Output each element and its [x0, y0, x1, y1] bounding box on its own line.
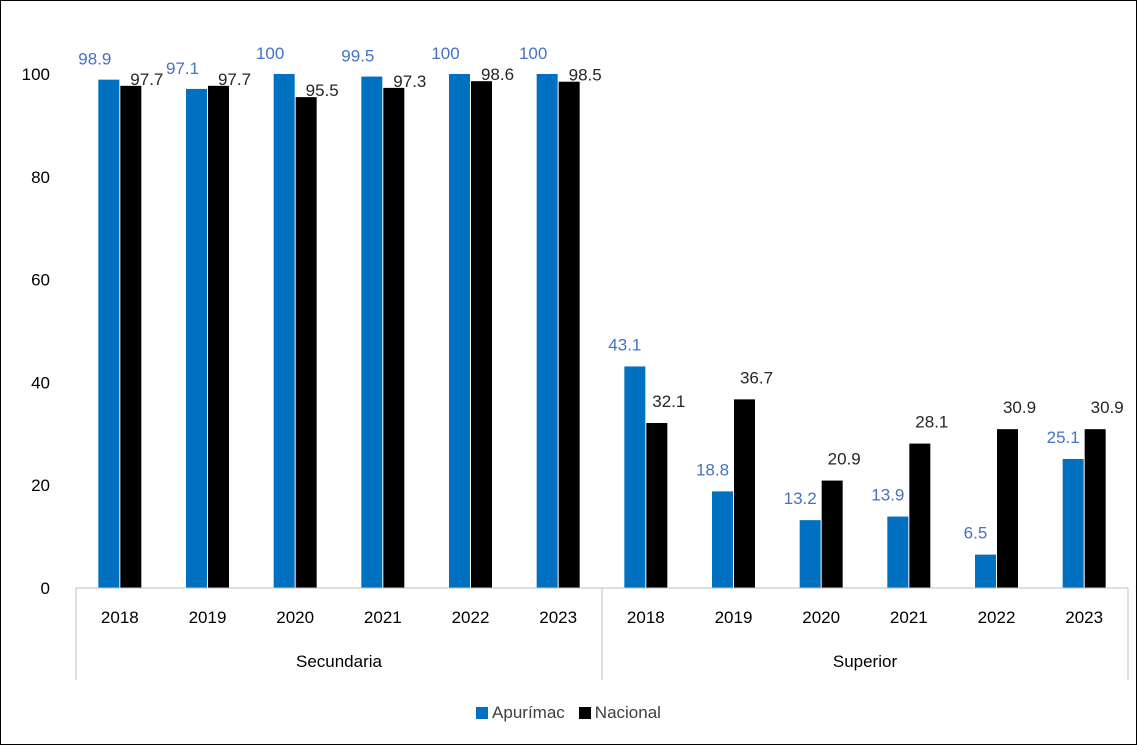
bar-nacional [558, 81, 580, 589]
bar-apurimac [712, 491, 733, 588]
legend: Apurímac Nacional [0, 703, 1137, 723]
x-tick-label: 2022 [978, 608, 1016, 627]
data-label-nacional: 97.7 [218, 70, 251, 89]
data-label-apurimac: 100 [431, 44, 459, 63]
data-label-nacional: 32.1 [652, 392, 685, 411]
bar-nacional [120, 85, 142, 589]
bar-nacional [383, 87, 405, 589]
x-tick-label: 2019 [715, 608, 753, 627]
x-tick-label: 2020 [802, 608, 840, 627]
bar-nacional [909, 443, 931, 588]
x-tick-label: 2019 [189, 608, 227, 627]
legend-swatch-nacional [578, 707, 591, 719]
bar-apurimac [361, 76, 383, 588]
bar-apurimac [536, 74, 558, 588]
x-tick-label: 2023 [1065, 608, 1103, 627]
bar-nacional [997, 429, 1018, 588]
bar-apurimac [799, 520, 821, 588]
data-label-nacional: 97.3 [393, 72, 426, 91]
data-label-apurimac: 6.5 [964, 524, 988, 543]
bar-apurimac [98, 79, 120, 589]
data-label-apurimac: 43.1 [608, 335, 641, 354]
group-label: Superior [833, 652, 898, 671]
data-label-apurimac: 100 [256, 44, 284, 63]
bar-nacional [471, 81, 492, 589]
data-label-apurimac: 97.1 [166, 59, 199, 78]
bar-nacional [208, 85, 229, 589]
group-label: Secundaria [296, 652, 383, 671]
x-axis: 2018 2019 2020 2021 2022 2023 2018 2019 2020 2021… [75, 587, 1129, 680]
x-tick-label: 2022 [452, 608, 490, 627]
legend-item-apurimac: Apurímac [476, 703, 565, 723]
y-tick-label: 100 [22, 65, 50, 84]
data-label-nacional: 98.5 [569, 66, 602, 85]
data-label-nacional: 30.9 [1003, 398, 1036, 417]
y-tick-label: 0 [41, 579, 50, 598]
y-tick-label: 40 [31, 373, 50, 392]
data-label-nacional: 36.7 [740, 368, 773, 387]
bar-nacional [646, 423, 668, 588]
bar-apurimac [887, 516, 909, 588]
x-tick-label: 2023 [539, 608, 577, 627]
data-label-nacional: 98.6 [481, 65, 514, 84]
x-tick-label: 2021 [890, 608, 928, 627]
data-label-nacional: 95.5 [306, 81, 339, 100]
y-tick-label: 60 [31, 271, 50, 290]
data-label-apurimac: 18.8 [696, 460, 729, 479]
data-label-nacional: 30.9 [1091, 398, 1124, 417]
bar-nacional [1084, 429, 1106, 588]
legend-item-nacional: Nacional [578, 703, 661, 723]
x-tick-label: 2018 [627, 608, 665, 627]
bar-nacional [734, 399, 755, 588]
legend-label-nacional: Nacional [594, 703, 661, 722]
y-tick-label: 20 [31, 476, 50, 495]
bar-apurimac [449, 74, 470, 588]
bar-apurimac [975, 554, 996, 588]
data-label-apurimac: 98.9 [78, 50, 111, 69]
bar-nacional [295, 97, 317, 588]
x-tick-label: 2020 [276, 608, 314, 627]
y-axis-tick-labels: 0 20 40 60 80 100 [22, 65, 50, 598]
data-label-nacional: 97.7 [130, 70, 163, 89]
data-label-apurimac: 25.1 [1047, 428, 1080, 447]
bar-nacional [821, 480, 843, 588]
x-tick-label: 2018 [101, 608, 139, 627]
data-label-nacional: 28.1 [915, 413, 948, 432]
bar-apurimac [1062, 458, 1084, 588]
data-label-apurimac: 99.5 [341, 47, 374, 66]
bar-apurimac [273, 74, 295, 588]
data-label-nacional: 20.9 [828, 450, 861, 469]
legend-label-apurimac: Apurímac [492, 703, 565, 722]
bar-apurimac [624, 366, 646, 588]
x-tick-label: 2021 [364, 608, 402, 627]
data-label-apurimac: 100 [519, 44, 547, 63]
y-tick-label: 80 [31, 168, 50, 187]
bars [98, 74, 1106, 589]
data-label-apurimac: 13.9 [871, 486, 904, 505]
legend-swatch-apurimac [476, 707, 489, 719]
data-labels: 98.997.797.197.710095.599.597.310098.610… [78, 44, 1123, 543]
bar-apurimac [186, 88, 207, 588]
data-label-apurimac: 13.2 [784, 489, 817, 508]
